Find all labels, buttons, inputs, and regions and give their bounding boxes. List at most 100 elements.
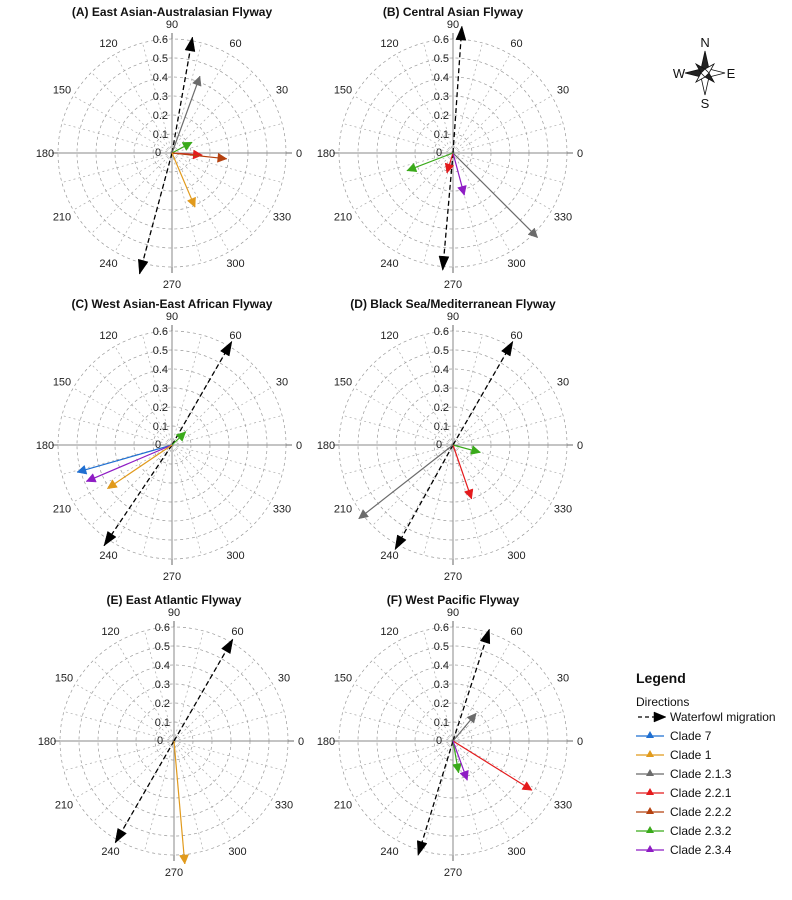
- radial-tick-label: 0.4: [153, 72, 168, 84]
- radial-tick-label: 0.6: [153, 34, 168, 46]
- vector-clade-1: [171, 152, 196, 208]
- angle-label: 150: [334, 673, 352, 685]
- vector-waterfowl-migration: [452, 628, 491, 742]
- angle-label: 150: [53, 377, 71, 389]
- grid-spoke: [171, 54, 230, 154]
- radial-tick-label: 0.1: [153, 129, 168, 141]
- grid-spoke: [114, 444, 173, 544]
- vector-arrowhead: [501, 340, 514, 357]
- polar-panel-4: (D) Black Sea/Mediterranean Flyway 0.1 0.2…: [317, 297, 583, 583]
- compass-sw-point: [694, 72, 706, 84]
- vector-arrowhead: [181, 142, 193, 151]
- grid-spoke: [171, 152, 230, 252]
- legend-item-label: Clade 2.1.3: [670, 767, 732, 781]
- grid-circle: [76, 57, 268, 249]
- vector-arrowhead: [417, 840, 428, 857]
- grid-spoke: [171, 95, 271, 154]
- legend-item-clade-7: Clade 7: [636, 729, 712, 743]
- radial-tick-label: 0.5: [153, 53, 168, 65]
- grid-circle: [357, 349, 549, 541]
- radial-zero-label: 0: [155, 439, 161, 451]
- vector-clade-1: [173, 740, 189, 865]
- grid-spoke: [173, 740, 273, 799]
- grid-circle: [395, 683, 511, 799]
- legend-item-label: Clade 2.3.2: [670, 824, 732, 838]
- polar-panel-5: (E) East Atlantic Flyway 0.1 0.2 0.3 0.4 0.5 0…: [38, 593, 304, 879]
- grid-circle: [433, 721, 473, 761]
- radial-zero-label: 0: [436, 735, 442, 747]
- angle-label: 300: [507, 846, 525, 858]
- grid-spoke: [395, 54, 454, 154]
- grid-spoke: [114, 54, 173, 154]
- angle-label: 240: [380, 550, 398, 562]
- grid-circle: [357, 57, 549, 249]
- legend-items: Waterfowl migration Clade 7 Clade 1 Clade 2…: [636, 710, 776, 857]
- grid-spoke: [354, 740, 454, 799]
- vector-clade-2-3-2: [171, 431, 187, 446]
- vector-line: [171, 340, 233, 446]
- panel-title: (D) Black Sea/Mediterranean Flyway: [350, 297, 556, 311]
- radial-tick-label: 0.3: [434, 91, 449, 103]
- angle-label: 120: [380, 38, 398, 50]
- grid-circle: [116, 683, 232, 799]
- legend-subtitle: Directions: [636, 695, 689, 709]
- grid-spoke: [171, 444, 230, 544]
- legend-swatch-marker: [646, 826, 654, 833]
- angle-label: 240: [380, 846, 398, 858]
- radial-tick-label: 0.5: [434, 53, 449, 65]
- legend-item-waterfowl-migration: Waterfowl migration: [638, 710, 776, 724]
- vector-line: [417, 740, 454, 856]
- vector-clade-7: [76, 444, 173, 475]
- panel-title: (B) Central Asian Flyway: [383, 5, 524, 19]
- angle-label: 0: [298, 736, 304, 748]
- radial-tick-label: 0.4: [153, 364, 168, 376]
- radial-tick-label: 0.1: [434, 421, 449, 433]
- angle-label: 0: [577, 148, 583, 160]
- angle-label: 330: [273, 212, 291, 224]
- radial-tick-label: 0.1: [153, 421, 168, 433]
- grid-circle: [152, 133, 192, 173]
- vector-waterfowl-migration: [114, 740, 175, 844]
- radial-tick-label: 0.3: [155, 679, 170, 691]
- vector-line: [103, 444, 173, 547]
- angle-label: 30: [276, 377, 288, 389]
- vector-arrowhead: [175, 431, 187, 442]
- grid-spoke: [114, 152, 173, 252]
- vector-waterfowl-migration: [171, 340, 233, 446]
- grid-circle: [95, 368, 249, 522]
- angle-label: 210: [334, 212, 352, 224]
- legend-item-label: Clade 7: [670, 729, 712, 743]
- grid-circle: [376, 76, 530, 230]
- angle-label: 90: [168, 607, 180, 619]
- vector-line: [394, 444, 454, 551]
- vector-waterfowl-migration: [438, 152, 454, 272]
- vector-arrowhead: [221, 638, 234, 654]
- angle-label: 300: [226, 258, 244, 270]
- angle-label: 270: [444, 867, 462, 879]
- radial-tick-label: 0.1: [155, 717, 170, 729]
- radial-tick-label: 0.6: [434, 34, 449, 46]
- radial-tick-label: 0.3: [434, 679, 449, 691]
- legend-item-label: Clade 2.2.1: [670, 786, 732, 800]
- grid-spoke: [354, 387, 454, 446]
- vector-line: [452, 152, 539, 239]
- grid-circle: [76, 349, 268, 541]
- angle-label: 210: [53, 212, 71, 224]
- vector-arrowhead: [452, 762, 462, 774]
- vector-arrowhead: [114, 828, 127, 844]
- radial-zero-label: 0: [155, 147, 161, 159]
- vector-line: [452, 628, 491, 742]
- angle-label: 300: [226, 550, 244, 562]
- radial-zero-label: 0: [436, 147, 442, 159]
- radial-tick-label: 0.4: [434, 660, 449, 672]
- legend-item-clade-1: Clade 1: [636, 748, 712, 762]
- grid-spoke: [395, 152, 454, 252]
- vector-arrowhead: [470, 445, 482, 455]
- angle-label: 330: [554, 800, 572, 812]
- vector-clade-2-1-3: [452, 152, 539, 239]
- polar-panel-6: (F) West Pacific Flyway 0.1 0.2 0.3 0.4 0.5 0.…: [317, 593, 583, 879]
- grid-spoke: [173, 740, 232, 840]
- angle-label: 180: [317, 736, 335, 748]
- angle-label: 30: [276, 85, 288, 97]
- radial-tick-label: 0.2: [434, 698, 449, 710]
